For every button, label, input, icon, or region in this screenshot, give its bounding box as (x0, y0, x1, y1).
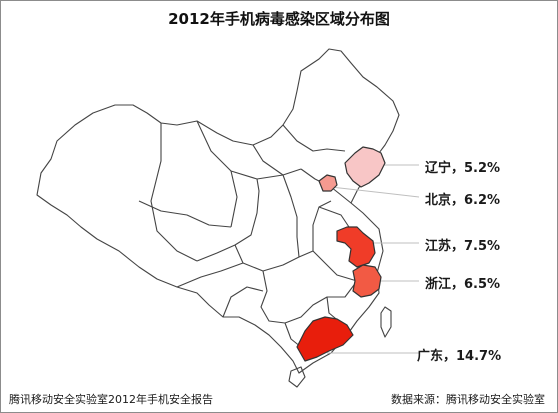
province-beijing (318, 174, 338, 192)
label-zhejiang: 浙江，6.5% (425, 277, 501, 292)
province-jiangsu (336, 226, 376, 268)
province-zhejiang (352, 264, 382, 298)
footer-source: 数据来源：腾讯移动安全实验室 (391, 393, 545, 406)
footer-report: 腾讯移动安全实验室2012年手机安全报告 (9, 393, 213, 406)
label-jiangsu: 江苏，7.5% (425, 239, 501, 254)
taiwan-island (380, 306, 392, 338)
hainan-island (288, 366, 306, 388)
leader-line-beijing (330, 186, 420, 198)
province-guangdong (296, 316, 354, 362)
label-beijing: 北京，6.2% (425, 193, 501, 208)
province-liaoning (344, 146, 386, 188)
label-guangdong: 广东，14.7% (417, 349, 502, 364)
label-liaoning: 辽宁，5.2% (425, 161, 501, 176)
map-title: 2012年手机病毒感染区域分布图 (168, 10, 390, 28)
china-outline (36, 48, 400, 374)
